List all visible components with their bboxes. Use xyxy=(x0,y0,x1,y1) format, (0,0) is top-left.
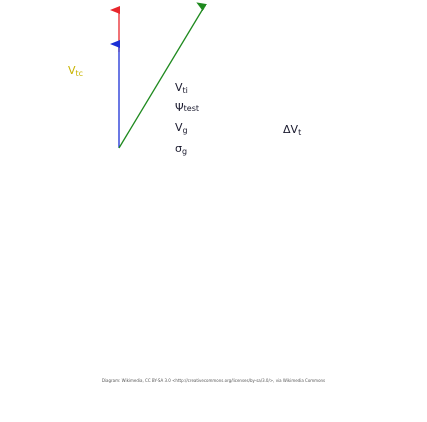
green-arrow xyxy=(118,2,207,149)
label-vg: Vg xyxy=(175,121,188,135)
label-delta-vt: ΔVt xyxy=(283,123,301,137)
label-og: σg xyxy=(175,142,187,156)
label-vti: Vti xyxy=(175,81,188,95)
image-credit: Diagram: Wikimedia, CC BY-SA 3.0 <http:/… xyxy=(101,378,326,383)
label-vtest: Ψtest xyxy=(175,101,199,114)
label-vtc: Vtc xyxy=(68,64,83,78)
